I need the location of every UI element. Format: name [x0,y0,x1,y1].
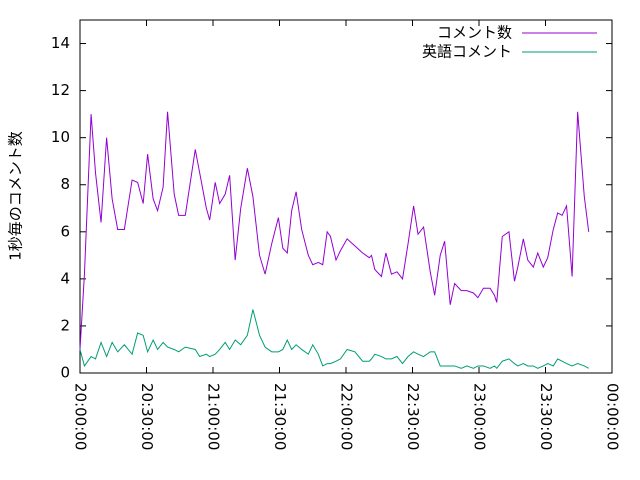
series-line [79,111,590,350]
y-tick-label: 8 [60,175,70,193]
y-tick-label: 14 [51,34,70,52]
plot-border [79,19,613,374]
y-tick-label: 12 [51,81,70,99]
x-tick-label: 22:30:00 [404,383,422,450]
x-tick-label: 22:00:00 [338,383,356,450]
series-line [79,309,589,370]
y-tick-label: 0 [60,364,70,382]
y-tick-label: 6 [60,222,70,240]
x-tick-label: 23:30:00 [537,383,555,450]
y-axis-label: 1秒毎のコメント数 [7,131,25,261]
x-tick-label: 00:00:00 [604,383,622,450]
x-tick-label: 20:00:00 [72,383,90,450]
legend-label: 英語コメント [422,43,512,61]
x-tick-label: 20:30:00 [138,383,156,450]
x-tick-label: 21:30:00 [271,383,289,450]
y-tick-label: 4 [60,269,70,287]
legend-label: コメント数 [437,24,512,42]
y-tick-label: 2 [60,316,70,334]
y-tick-label: 10 [51,128,70,146]
x-tick-label: 21:00:00 [205,383,223,450]
x-tick-label: 23:00:00 [471,383,489,450]
